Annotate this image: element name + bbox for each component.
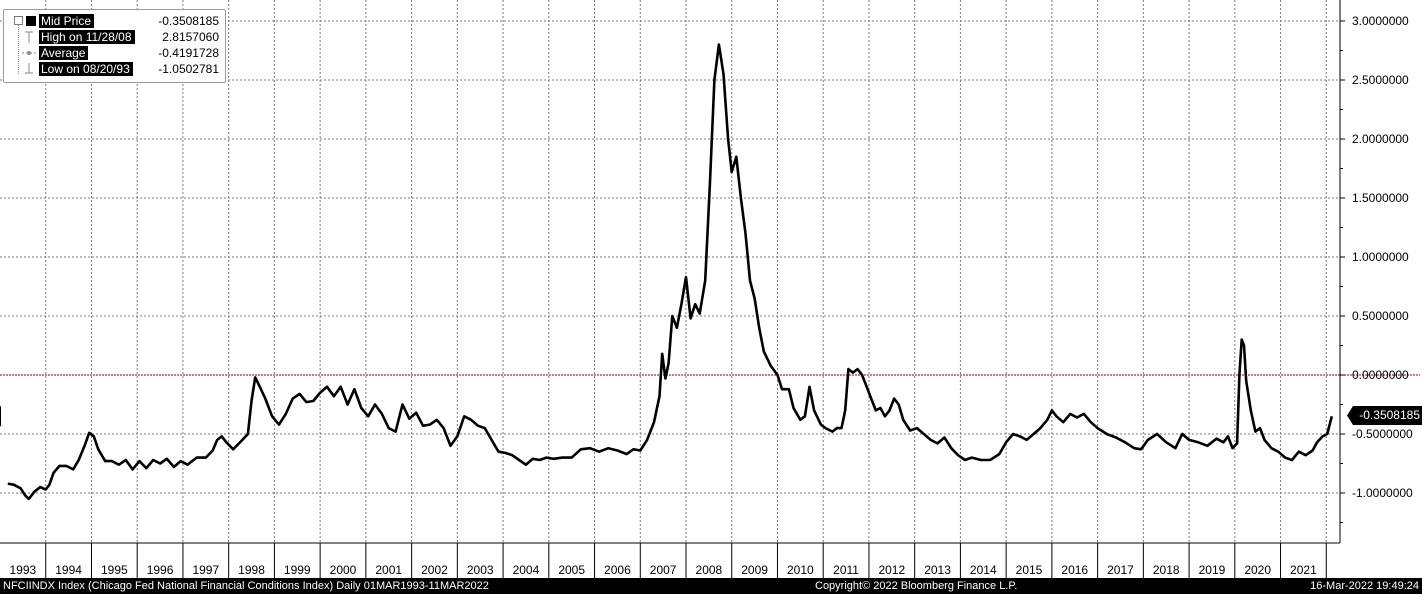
legend-row-high: High on 11/28/08 2.8157060 — [4, 29, 225, 45]
x-tick-label: 2001 — [375, 563, 402, 577]
legend-average-value: -0.4191728 — [158, 46, 219, 60]
x-tick-label: 1996 — [147, 563, 174, 577]
x-tick-label: 2011 — [833, 563, 859, 577]
x-tick-label: 1995 — [101, 563, 128, 577]
x-tick-label: 2005 — [558, 563, 585, 577]
x-tick-label: 2015 — [1016, 563, 1043, 577]
legend-low-label: Low on 08/20/93 — [39, 62, 133, 76]
footer-bar: NFCIINDX Index (Chicago Fed National Fin… — [0, 578, 1422, 594]
x-tick-label: 2012 — [878, 563, 905, 577]
y-tick-label: -0.5000000 — [1352, 427, 1413, 441]
footer-description: NFCIINDX Index (Chicago Fed National Fin… — [3, 580, 489, 592]
legend-high-value: 2.8157060 — [162, 30, 219, 44]
legend-mid-value: -0.3508185 — [158, 14, 219, 28]
x-tick-label: 1998 — [238, 563, 265, 577]
x-tick-label: 2014 — [970, 563, 997, 577]
y-tick-label: 1.5000000 — [1352, 191, 1409, 205]
legend-row-low: Low on 08/20/93 -1.0502781 — [4, 61, 225, 77]
x-tick-label: 1997 — [192, 563, 219, 577]
x-tick-label: 2007 — [650, 563, 677, 577]
series-layer — [7, 43, 1334, 501]
x-tick-label: 2004 — [513, 563, 540, 577]
x-tick-label: 2009 — [741, 563, 768, 577]
grid — [0, 0, 1420, 543]
x-tick-label: 1993 — [10, 563, 37, 577]
tree-connector — [18, 24, 19, 74]
y-tick-label: -1.0000000 — [1352, 486, 1413, 500]
x-tick-label: 2018 — [1153, 563, 1180, 577]
last-value-badge: -0.3508185 — [1347, 406, 1422, 425]
legend-row-average: Average -0.4191728 — [4, 45, 225, 61]
y-tick-label: 1.0000000 — [1352, 250, 1409, 264]
legend-row-mid-price: Mid Price -0.3508185 — [4, 13, 225, 29]
y-tick-label: 2.5000000 — [1352, 73, 1409, 87]
x-tick-label: 2013 — [924, 563, 951, 577]
axes: 3.0000000 2.5000000 2.0000000 1.5000000 1.00… — [0, 0, 1422, 578]
x-tick-label: 2020 — [1244, 563, 1271, 577]
legend-low-value: -1.0502781 — [158, 62, 219, 76]
series-line-mid-price — [7, 43, 1334, 501]
x-tick-label: 2016 — [1061, 563, 1088, 577]
x-tick-label: 2021 — [1290, 563, 1317, 577]
high-marker-icon — [12, 29, 36, 45]
x-tick-label: 2008 — [696, 563, 723, 577]
y-tick-label: 0.5000000 — [1352, 309, 1409, 323]
average-marker-icon — [12, 45, 36, 61]
y-tick-label: 2.0000000 — [1352, 132, 1409, 146]
y-tick-label: 0.0000000 — [1352, 368, 1409, 382]
x-tick-label: 2017 — [1107, 563, 1134, 577]
x-tick-label: 2003 — [467, 563, 494, 577]
y-tick-label: 3.0000000 — [1352, 14, 1409, 28]
x-tick-label: 2000 — [330, 563, 357, 577]
legend-mid-label: Mid Price — [39, 14, 95, 28]
x-tick-label: 2002 — [421, 563, 448, 577]
x-axis-band — [0, 543, 1422, 578]
x-tick-label: 1994 — [55, 563, 82, 577]
footer-copyright: Copyright© 2022 Bloomberg Finance L.P. — [815, 580, 1018, 592]
legend: Mid Price -0.3508185 High on 11/28/08 2.… — [3, 9, 226, 83]
x-tick-label: 2010 — [787, 563, 814, 577]
footer-timestamp: 16-Mar-2022 19:49:24 — [1310, 580, 1419, 592]
x-tick-label: 2006 — [604, 563, 631, 577]
low-marker-icon — [12, 61, 36, 77]
x-tick-label: 2019 — [1199, 563, 1226, 577]
legend-high-label: High on 11/28/08 — [39, 30, 135, 44]
legend-average-label: Average — [39, 46, 89, 60]
x-tick-label: 1999 — [284, 563, 311, 577]
series-square-icon — [26, 16, 36, 26]
